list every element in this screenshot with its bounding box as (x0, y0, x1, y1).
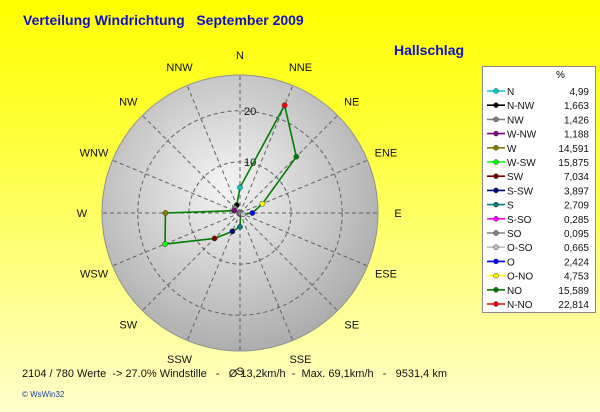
legend-value: 1,426 (564, 115, 589, 126)
data-point (162, 210, 169, 216)
legend-value: 3,897 (564, 186, 589, 197)
data-point (293, 153, 300, 160)
legend-label: NO (507, 286, 522, 297)
grid-spoke (142, 115, 241, 214)
legend-swatch-marker (493, 216, 499, 222)
legend-value: 7,034 (564, 172, 589, 183)
direction-label: NNE (289, 62, 312, 74)
legend-swatch-marker (493, 159, 499, 165)
legend-label: SO (507, 229, 522, 240)
data-point (249, 210, 256, 216)
grid-spoke (186, 212, 241, 341)
legend-swatch-marker (493, 116, 499, 123)
legend-label: W-SW (507, 158, 536, 169)
tick-label: 20 (244, 106, 256, 118)
legend-value: 0,665 (564, 243, 589, 254)
legend-swatch-marker (493, 230, 499, 236)
legend-label: N-NW (507, 101, 535, 112)
grid-spoke (142, 212, 241, 311)
direction-label: SSE (289, 354, 311, 366)
legend-swatch-marker (493, 88, 499, 94)
legend-label: W-NW (507, 130, 537, 141)
legend-label: SW (507, 172, 524, 183)
direction-label: NW (119, 96, 138, 108)
legend-value: 2,424 (564, 257, 589, 268)
grid-spoke (112, 159, 241, 214)
legend-swatch-marker (493, 102, 499, 108)
data-point (211, 235, 218, 242)
legend-value: 1,188 (564, 130, 589, 141)
direction-label: N (236, 50, 244, 62)
grid-spoke (112, 212, 241, 267)
direction-label: W (77, 208, 88, 220)
legend-swatch-marker (493, 258, 499, 265)
direction-label: E (394, 208, 401, 220)
direction-label: WSW (80, 268, 109, 280)
legend-entries: N 4,99 N-NW 1,663 NW 1,426 W-NW 1,188 W 14,591 W-S… (487, 87, 590, 311)
legend-label: S (507, 201, 514, 212)
legend-value: 4,753 (564, 272, 589, 283)
legend-label: N (507, 87, 514, 98)
legend-swatch-marker (493, 187, 499, 194)
grid-spoke (186, 85, 241, 214)
legend-swatch-marker (493, 130, 499, 137)
direction-label: S (236, 366, 243, 378)
legend-value: 14,591 (558, 144, 589, 155)
legend-swatch-marker (493, 201, 499, 208)
legend-swatch-marker (493, 287, 499, 293)
legend-label: N-NO (507, 300, 533, 311)
legend-label: S-SO (507, 215, 532, 226)
tick-label: 10 (244, 157, 256, 169)
legend: % N 4,99 N-NW 1,663 NW 1,426 W-NW 1,188 W 14,591 W… (482, 66, 596, 313)
station-name: Hallschlag (394, 42, 465, 58)
legend-value: 22,814 (558, 300, 589, 311)
direction-label: NNW (166, 62, 193, 74)
legend-swatch-marker (493, 145, 499, 151)
legend-value: 2,709 (564, 201, 589, 212)
legend-label: S-SW (507, 186, 534, 197)
copyright-note: © WsWin32 (22, 390, 65, 399)
data-point (237, 223, 243, 230)
data-point (231, 207, 238, 214)
summary-line: 2104 / 780 Werte -> 27.0% Windstille - Ø… (22, 368, 448, 380)
direction-label: SE (344, 320, 359, 332)
legend-value: 15,875 (558, 158, 589, 169)
data-point (229, 228, 236, 235)
legend-swatch-marker (493, 301, 499, 307)
grid-spoke (239, 115, 338, 214)
direction-label: SW (119, 320, 137, 332)
legend-label: O (507, 257, 515, 268)
legend-swatch-marker (493, 244, 499, 250)
legend-swatch-marker (493, 173, 499, 179)
grid-ring (137, 110, 343, 316)
data-point (162, 241, 168, 247)
legend-value: 15,589 (558, 286, 589, 297)
legend-value: 4,99 (570, 87, 590, 98)
data-point (259, 200, 266, 207)
legend-value: 0,285 (564, 215, 589, 226)
legend-label: W (507, 144, 517, 155)
legend-swatch-marker (493, 272, 499, 279)
legend-label: NW (507, 115, 524, 126)
grid-spoke (239, 212, 338, 311)
direction-label: ESE (375, 268, 397, 280)
data-point (237, 184, 243, 191)
legend-value: 0,095 (564, 229, 589, 240)
direction-label: WNW (80, 148, 109, 160)
direction-label: ENE (375, 148, 398, 160)
chart-title: Verteilung Windrichtung September 2009 (23, 12, 304, 28)
data-point (240, 211, 246, 218)
grid-spoke (239, 212, 294, 341)
legend-value: 1,663 (564, 101, 589, 112)
legend-unit: % (556, 70, 565, 81)
direction-label: NE (344, 96, 359, 108)
data-point (281, 102, 288, 109)
grid-spoke (239, 212, 368, 267)
legend-label: O-SO (507, 243, 533, 254)
direction-label: SSW (167, 354, 193, 366)
legend-label: O-NO (507, 272, 533, 283)
